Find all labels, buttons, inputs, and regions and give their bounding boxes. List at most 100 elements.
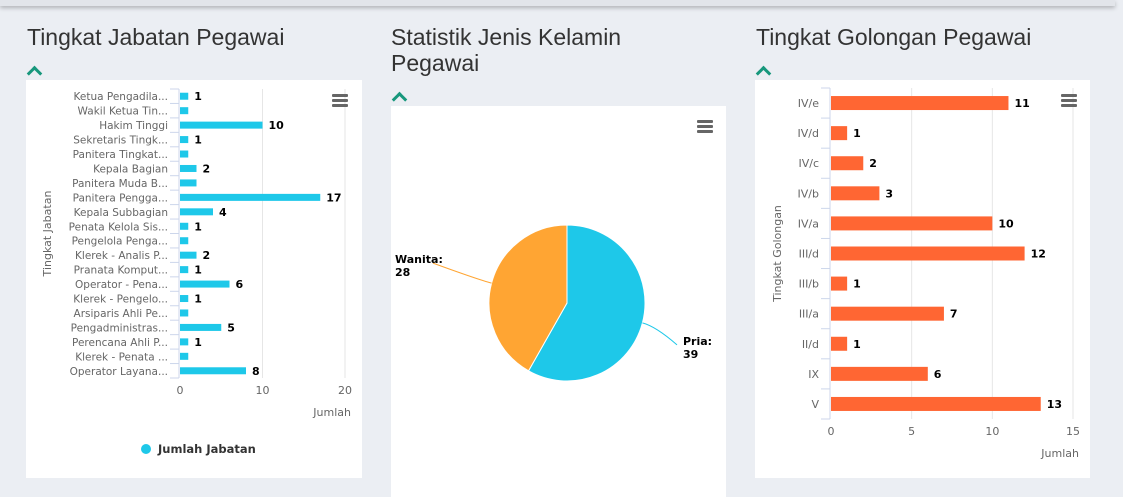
y-tick-label: Wakil Ketua Tin... xyxy=(78,106,168,118)
y-tick-label: Panitera Muda B... xyxy=(72,178,168,190)
data-label: 11 xyxy=(1014,97,1029,110)
y-tick-label: Kepala Bagian xyxy=(93,163,168,175)
chart-menu-icon[interactable] xyxy=(1061,94,1077,107)
bar xyxy=(831,156,864,171)
y-tick-label: Pengadministras... xyxy=(71,322,168,334)
data-label: 1 xyxy=(853,338,861,351)
x-tick-label: 0 xyxy=(828,425,835,438)
pie-value: 39 xyxy=(683,348,698,361)
bar xyxy=(180,164,197,172)
bar xyxy=(831,96,1009,111)
y-tick-label: IV/e xyxy=(798,97,819,110)
bar xyxy=(180,150,189,158)
x-axis-title: Jumlah xyxy=(1040,447,1079,460)
bar xyxy=(180,251,197,259)
x-tick-label: 15 xyxy=(1066,425,1080,438)
pie-slice xyxy=(527,224,646,382)
y-tick-label: Arsiparis Ahli Pe... xyxy=(74,308,168,320)
chart-menu-icon[interactable] xyxy=(332,94,348,107)
bar xyxy=(831,336,848,351)
bar xyxy=(180,193,321,201)
y-tick-label: IX xyxy=(808,368,819,381)
bar xyxy=(180,266,189,274)
y-tick-label: IV/b xyxy=(798,187,819,200)
legend-marker xyxy=(141,444,151,454)
data-label: 6 xyxy=(934,368,942,381)
bar xyxy=(180,222,189,230)
y-tick-label: Sekretaris Tingk... xyxy=(73,135,168,147)
y-tick-label: IV/c xyxy=(798,157,819,170)
y-tick-label: II/d xyxy=(802,338,819,351)
y-tick-label: Klerek - Penata ... xyxy=(75,351,168,363)
data-label: 1 xyxy=(194,264,202,277)
y-tick-label: III/d xyxy=(799,248,819,261)
y-tick-label: Perencana Ahli P... xyxy=(72,337,168,349)
pie-value: 28 xyxy=(395,266,410,279)
bar xyxy=(180,280,230,288)
bar xyxy=(180,309,189,317)
data-label: 10 xyxy=(269,119,285,132)
top-bar xyxy=(0,0,1115,6)
data-label: 10 xyxy=(998,217,1014,230)
connector-line xyxy=(642,322,678,346)
y-tick-label: Penata Kelola Sis... xyxy=(69,221,168,233)
y-tick-label: Klerek - Pengelo... xyxy=(73,294,168,306)
bar xyxy=(831,216,993,231)
data-label: 3 xyxy=(885,187,893,200)
data-label: 2 xyxy=(203,162,211,175)
bar xyxy=(180,323,222,331)
bar xyxy=(180,367,246,375)
y-tick-label: Operator - Pena... xyxy=(75,279,168,291)
bar xyxy=(180,237,189,245)
bar xyxy=(180,92,189,100)
x-axis-title: Jumlah xyxy=(312,406,351,419)
chart-panel-golongan xyxy=(755,80,1090,478)
y-tick-label: IV/a xyxy=(798,217,819,230)
bar xyxy=(180,136,189,144)
pie-label: Pria: xyxy=(683,335,712,348)
chart-menu-icon[interactable] xyxy=(697,120,713,133)
x-tick-label: 0 xyxy=(177,384,184,397)
section-title-jabatan: Tingkat Jabatan Pegawai xyxy=(27,24,285,50)
bar xyxy=(180,121,263,129)
data-label: 1 xyxy=(194,220,202,233)
y-tick-label: Pengelola Penga... xyxy=(72,236,168,248)
data-label: 5 xyxy=(227,321,235,334)
bar xyxy=(180,352,189,360)
y-tick-label: IV/d xyxy=(798,127,819,140)
data-label: 1 xyxy=(194,134,202,147)
section-title-golongan: Tingkat Golongan Pegawai xyxy=(756,24,1032,50)
data-label: 2 xyxy=(869,157,877,170)
y-tick-label: Panitera Pengga... xyxy=(73,192,168,204)
data-label: 6 xyxy=(236,278,244,291)
bar xyxy=(831,186,880,201)
y-tick-label: Hakim Tinggi xyxy=(99,120,168,132)
legend-label: Jumlah Jabatan xyxy=(157,442,256,456)
bar xyxy=(831,126,848,141)
x-tick-label: 10 xyxy=(256,384,270,397)
data-label: 1 xyxy=(194,90,202,103)
bar xyxy=(831,366,928,381)
bar xyxy=(180,208,213,216)
y-axis-title: Tingkat Jabatan xyxy=(41,191,54,278)
data-label: 1 xyxy=(853,278,861,291)
y-tick-label: III/a xyxy=(799,308,819,321)
data-label: 4 xyxy=(219,206,227,219)
data-label: 1 xyxy=(853,127,861,140)
bar xyxy=(180,107,189,115)
y-tick-label: Kepala Subbagian xyxy=(74,207,168,219)
y-tick-label: Ketua Pengadila... xyxy=(74,91,169,103)
bar xyxy=(180,338,189,346)
bar xyxy=(180,295,189,303)
y-tick-label: Panitera Tingkat... xyxy=(73,149,168,161)
section-title-gender: Statistik Jenis Kelamin Pegawai xyxy=(391,24,622,76)
bar xyxy=(831,276,848,291)
x-tick-label: 20 xyxy=(338,384,352,397)
bar xyxy=(180,179,197,187)
data-label: 12 xyxy=(1031,248,1046,261)
data-label: 1 xyxy=(194,293,202,306)
x-tick-label: 10 xyxy=(985,425,999,438)
data-label: 1 xyxy=(194,336,202,349)
x-tick-label: 5 xyxy=(908,425,915,438)
